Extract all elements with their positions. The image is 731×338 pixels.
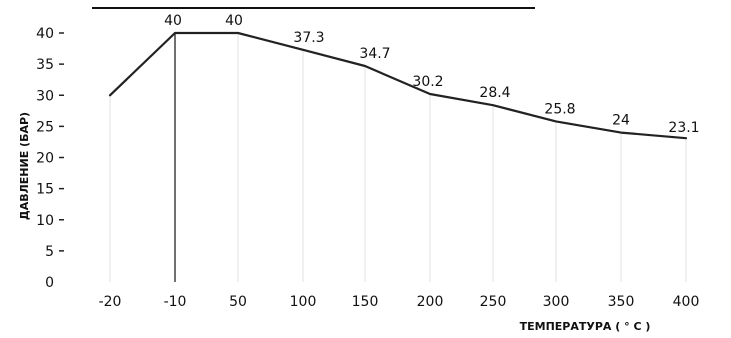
data-label-300: 25.8 <box>544 101 575 117</box>
x-axis-title: ТЕМПЕРАТУРА ( ° C ) <box>520 320 651 333</box>
data-label-50: 40 <box>225 13 243 29</box>
x-tick-label-350: 350 <box>608 294 635 310</box>
data-label--10: 40 <box>164 13 182 29</box>
data-label-200: 30.2 <box>412 74 443 90</box>
y-tick-label-20: 20 <box>36 151 54 167</box>
x-tick-label-100: 100 <box>290 294 317 310</box>
data-label-100: 37.3 <box>293 30 324 46</box>
x-tick-label-150: 150 <box>352 294 379 310</box>
pressure-series-line <box>108 31 688 140</box>
y-axis-title: ДАВЛЕНИЕ (БАР) <box>18 112 31 220</box>
y-tick-label-30: 30 <box>36 88 54 104</box>
y-tick-label-25: 25 <box>36 119 54 135</box>
data-label-400: 23.1 <box>668 120 699 136</box>
y-tick-label-35: 35 <box>36 57 54 73</box>
data-label-250: 28.4 <box>479 85 510 101</box>
x-tick-label--20: -20 <box>99 294 122 310</box>
data-label-150: 34.7 <box>359 46 390 62</box>
x-tick-label-250: 250 <box>480 294 507 310</box>
y-tick-label-40: 40 <box>36 26 54 42</box>
x-tick-label-200: 200 <box>417 294 444 310</box>
x-tick-label--10: -10 <box>164 294 187 310</box>
y-tick-label-15: 15 <box>36 182 54 198</box>
data-label-350: 24 <box>612 113 630 129</box>
droplines <box>109 33 687 282</box>
y-tick-label-0: 0 <box>45 275 54 291</box>
y-tick-label-10: 10 <box>36 213 54 229</box>
x-tick-label-400: 400 <box>673 294 700 310</box>
y-tick-label-5: 5 <box>45 244 54 260</box>
x-axis: -20 -10 50 100 150 200 250 300 350 400 <box>99 294 700 310</box>
x-tick-label-50: 50 <box>229 294 247 310</box>
y-axis: 0 5 10 15 20 25 30 35 40 <box>36 26 64 291</box>
x-tick-label-300: 300 <box>543 294 570 310</box>
data-labels: 40 40 37.3 34.7 30.2 28.4 25.8 24 23.1 <box>164 13 700 136</box>
